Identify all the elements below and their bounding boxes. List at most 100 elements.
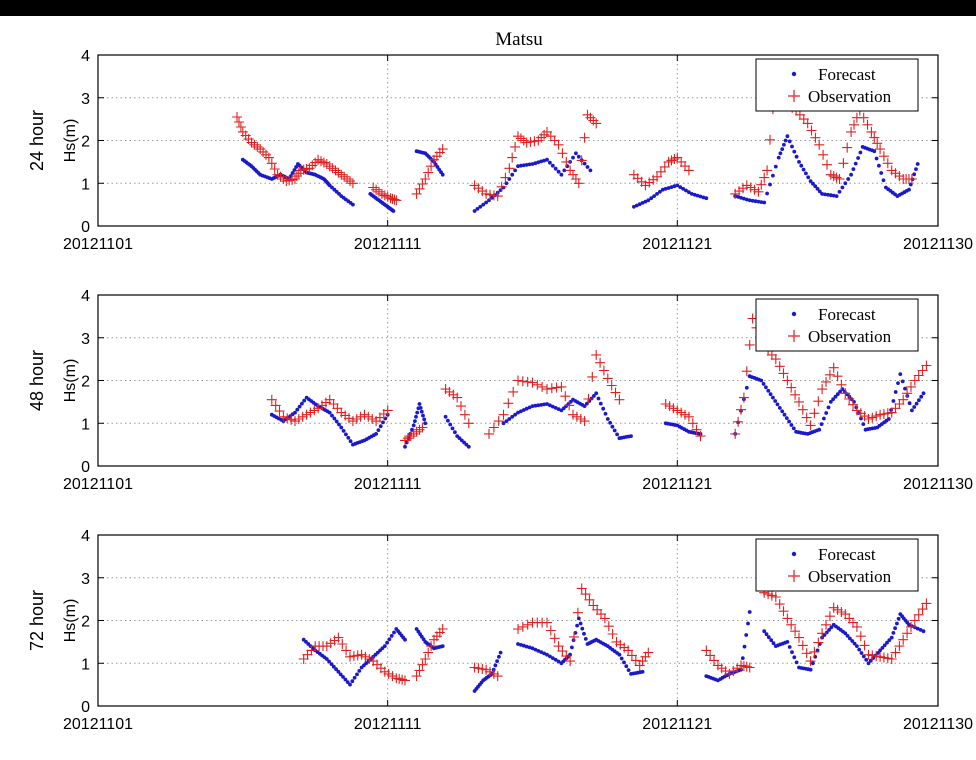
observation-point: [484, 428, 494, 439]
forecast-point: [536, 649, 541, 653]
forecast-point: [868, 658, 873, 663]
forecast-point: [835, 392, 840, 397]
legend-box: [755, 58, 919, 112]
series-observation: [232, 73, 917, 206]
forecast-point: [530, 404, 535, 408]
observation-point: [414, 665, 425, 676]
observation-point: [890, 403, 901, 414]
observation-point: [610, 387, 621, 398]
forecast-point: [510, 414, 515, 419]
y-tick-label: 0: [81, 219, 90, 236]
observation-point: [551, 382, 562, 393]
forecast-point: [652, 194, 656, 199]
forecast-point: [403, 444, 407, 449]
observation-point: [909, 615, 920, 626]
observation-point: [423, 167, 434, 178]
observation-point: [337, 639, 348, 649]
forecast-point: [857, 647, 862, 652]
forecast-point: [845, 634, 850, 638]
forecast-point: [815, 648, 820, 653]
forecast-point: [350, 679, 355, 684]
forecast-point: [545, 402, 549, 406]
forecast-point: [542, 651, 546, 656]
forecast-point: [820, 192, 824, 196]
observation-point: [798, 114, 809, 125]
observation-point: [846, 126, 857, 137]
forecast-point: [539, 650, 544, 654]
forecast-point: [808, 179, 813, 184]
forecast-point: [859, 651, 864, 655]
observation-point: [878, 151, 889, 162]
observation-point: [360, 651, 371, 662]
forecast-point: [574, 151, 578, 156]
observation-point: [352, 650, 363, 661]
forecast-point: [918, 628, 923, 632]
forecast-point: [634, 203, 639, 208]
observation-point: [492, 671, 503, 682]
forecast-point: [747, 198, 752, 203]
forecast-point: [764, 385, 768, 390]
forecast-point: [348, 439, 353, 444]
observation-point: [882, 408, 893, 419]
legend-forecast-label: Forecast: [818, 65, 876, 84]
forecast-point: [672, 184, 677, 189]
forecast-point: [414, 414, 418, 419]
forecast-point: [290, 171, 295, 175]
forecast-point: [666, 186, 671, 190]
observation-point: [263, 152, 274, 163]
series-observation: [266, 313, 932, 446]
observation-point: [858, 112, 869, 123]
forecast-point: [811, 661, 815, 666]
forecast-point: [527, 405, 532, 410]
observation-point: [269, 164, 280, 174]
forecast-point: [302, 398, 307, 403]
observation-point: [537, 381, 548, 392]
forecast-point: [524, 406, 529, 411]
observation-point: [848, 617, 858, 628]
y-tick-label: 4: [81, 528, 90, 545]
forecast-point: [446, 418, 450, 423]
forecast-point: [783, 138, 788, 143]
forecast-point: [692, 192, 697, 197]
observation-point: [821, 376, 831, 387]
observation-point: [400, 675, 410, 686]
observation-point: [745, 182, 756, 193]
forecast-point: [481, 202, 486, 207]
forecast-point: [806, 175, 811, 180]
observation-point: [882, 653, 893, 664]
observation-point: [517, 376, 528, 387]
forecast-point: [771, 641, 776, 646]
forecast-point: [524, 644, 529, 649]
observation-point: [332, 403, 343, 414]
panel-label: 48 hour: [27, 350, 47, 411]
observation-point: [579, 132, 590, 143]
forecast-point: [646, 198, 651, 203]
forecast-point: [866, 661, 871, 666]
forecast-point: [912, 405, 917, 409]
forecast-point: [895, 621, 899, 626]
forecast-point: [739, 195, 743, 200]
observation-point: [576, 155, 587, 166]
forecast-point: [550, 656, 555, 660]
forecast-point: [817, 189, 822, 194]
observation-point: [584, 594, 595, 605]
forecast-point: [896, 381, 900, 385]
forecast-point: [889, 635, 894, 640]
forecast-point: [632, 204, 636, 209]
observation-point: [766, 349, 777, 360]
observation-point: [527, 377, 538, 388]
forecast-point: [497, 654, 501, 659]
forecast-point: [629, 434, 633, 438]
forecast-point: [910, 408, 914, 413]
forecast-point: [794, 154, 799, 159]
forecast-point: [789, 423, 794, 427]
observation-point: [778, 368, 789, 379]
forecast-point: [827, 628, 831, 632]
observation-point: [770, 354, 781, 365]
x-tick-label: 20121121: [642, 476, 712, 493]
forecast-point: [622, 660, 626, 665]
forecast-point: [794, 660, 799, 665]
observation-point: [576, 583, 587, 594]
observation-point: [917, 604, 928, 615]
forecast-point: [740, 656, 745, 660]
